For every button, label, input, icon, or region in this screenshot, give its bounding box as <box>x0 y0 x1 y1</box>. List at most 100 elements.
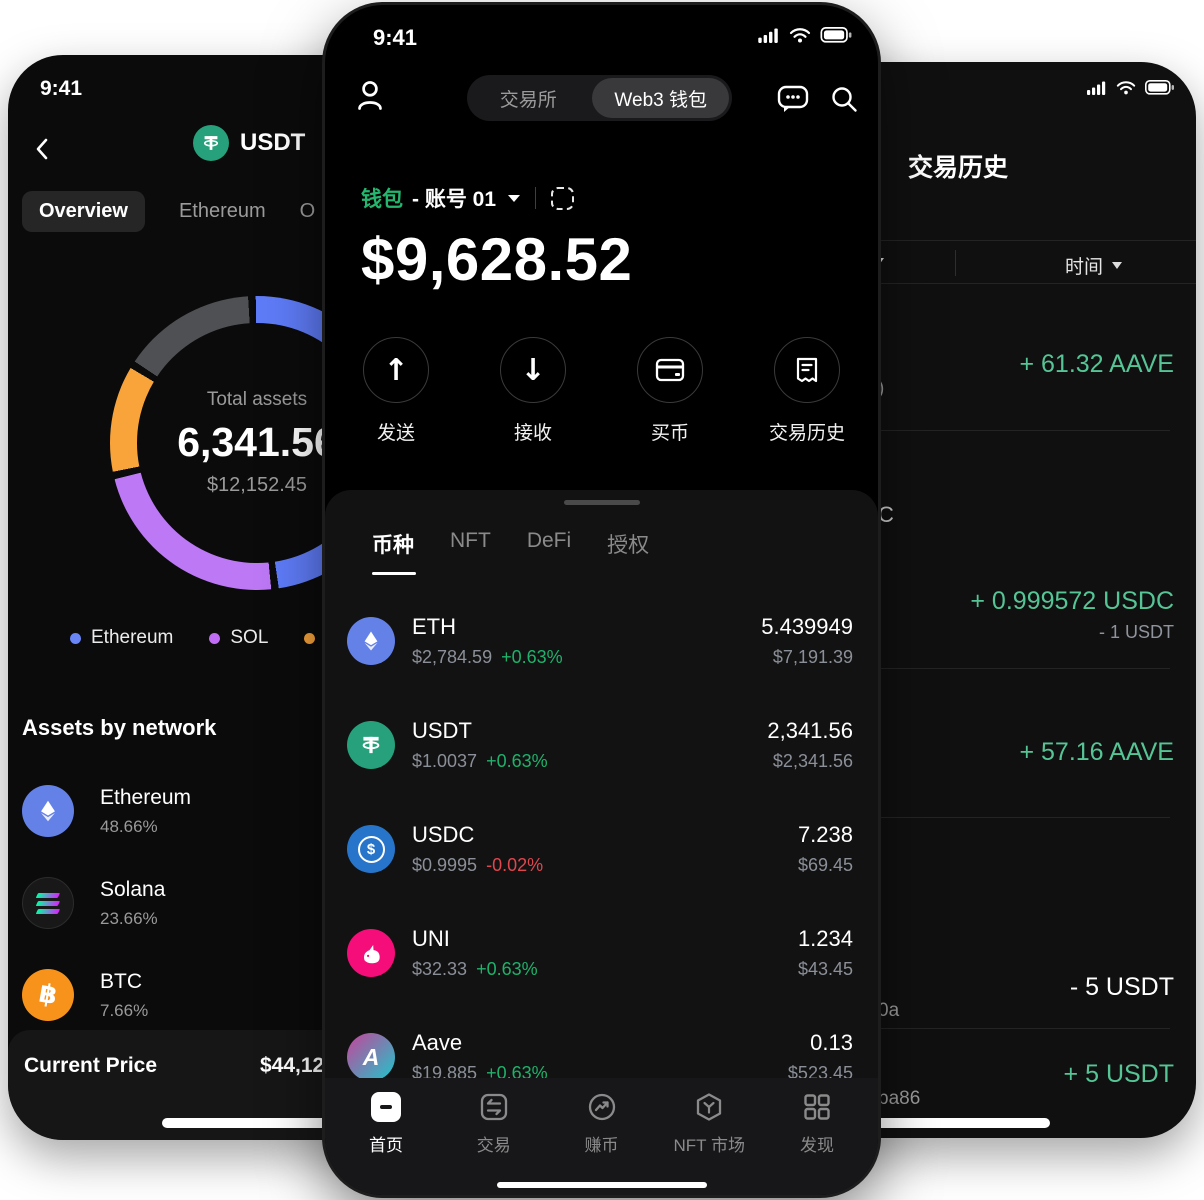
status-icons <box>1087 80 1175 95</box>
coin-price: $32.33 <box>412 959 468 979</box>
coin-change: +0.63% <box>486 751 548 771</box>
divider <box>720 817 1170 818</box>
coin-value: $69.45 <box>797 855 853 875</box>
tab-nft[interactable]: NFT <box>450 529 491 552</box>
trade-icon <box>480 1093 507 1121</box>
home-indicator[interactable] <box>497 1182 707 1188</box>
divider <box>700 283 1196 284</box>
network-row-ethereum[interactable]: Ethereum 48.66% <box>22 785 191 837</box>
tx-amount-in[interactable]: + 57.16 AAVE <box>1019 738 1174 766</box>
divider <box>535 187 537 209</box>
donut-center-label: Total assets <box>206 389 308 410</box>
tab-partial[interactable]: O <box>299 200 316 222</box>
nav-discover[interactable]: 发现 <box>778 1092 856 1195</box>
filter-caret-partial[interactable] <box>874 258 884 265</box>
eth-icon <box>347 617 395 665</box>
bottom-navigation: 首页 交易 赚币 NFT 市场 发现 <box>325 1078 878 1195</box>
arrow-down-icon: ↓ <box>520 352 546 388</box>
discover-grid-icon <box>804 1094 830 1120</box>
coin-row-uni[interactable]: UNI $32.33 +0.63% 1.234 $43.45 <box>325 901 878 1005</box>
home-indicator[interactable] <box>162 1118 442 1128</box>
tab-ethereum[interactable]: Ethereum <box>178 200 266 222</box>
usdc-icon: $ <box>347 825 395 873</box>
status-time: 9:41 <box>40 77 83 100</box>
coin-symbol: USDC <box>412 822 475 847</box>
uni-icon <box>347 929 395 977</box>
token-tabs: Overview Ethereum O <box>22 191 315 232</box>
network-name: Solana <box>100 877 166 901</box>
wallet-account-selector[interactable]: 钱包 - 账号 01 <box>361 183 575 213</box>
coin-symbol: USDT <box>412 718 472 743</box>
history-button[interactable]: 交易历史 <box>769 337 845 445</box>
network-row-solana[interactable]: Solana 23.66% <box>22 877 165 929</box>
earn-icon <box>588 1093 615 1121</box>
legend-dot-ethereum <box>70 632 81 644</box>
ethereum-icon <box>22 785 74 837</box>
nav-label: NFT 市场 <box>673 1136 745 1155</box>
home-icon <box>371 1092 401 1122</box>
nav-label: 首页 <box>369 1136 403 1155</box>
coin-row-eth[interactable]: ETH $2,784.59 +0.63% 5.439949 $7,191.39 <box>325 589 878 693</box>
nav-label: 交易 <box>476 1136 511 1155</box>
status-icons <box>758 27 853 43</box>
tx-amount-out[interactable]: - 5 USDT <box>1069 973 1174 1001</box>
tab-approvals[interactable]: 授权 <box>607 534 650 557</box>
tx-amount-in[interactable]: + 61.32 AAVE <box>1019 350 1174 378</box>
receipt-icon <box>796 357 818 383</box>
tab-overview[interactable]: Overview <box>22 191 145 232</box>
token-header: USDT <box>193 125 305 161</box>
coin-symbol: UNI <box>412 926 450 951</box>
coin-list: ETH $2,784.59 +0.63% 5.439949 $7,191.39 U… <box>325 589 878 1109</box>
tab-exchange[interactable]: 交易所 <box>499 89 557 111</box>
nav-nft-market[interactable]: NFT 市场 <box>670 1092 748 1195</box>
network-name: Ethereum <box>100 785 192 809</box>
nav-label: 赚币 <box>584 1136 619 1155</box>
tx-amount-in[interactable]: + 5 USDT <box>1063 1060 1174 1088</box>
coin-value: $7,191.39 <box>772 647 853 667</box>
tx-amount-in[interactable]: + 0.999572 USDC <box>970 587 1174 615</box>
receive-button[interactable]: ↓ 接收 <box>500 337 566 445</box>
tab-web3-wallet[interactable]: Web3 钱包 <box>592 78 729 118</box>
receive-label: 接收 <box>513 423 552 444</box>
usdt-icon <box>193 125 229 161</box>
nav-label: 发现 <box>800 1136 834 1155</box>
coin-row-usdc[interactable]: $ USDC $0.9995 -0.02% 7.238 $69.45 <box>325 797 878 901</box>
network-row-btc[interactable]: ฿ BTC 7.66% <box>22 969 148 1021</box>
coin-amount: 1.234 <box>797 926 853 951</box>
usdt-icon <box>347 721 395 769</box>
scan-qr-icon[interactable] <box>551 186 575 210</box>
person-icon <box>358 81 382 110</box>
back-button[interactable] <box>34 137 50 161</box>
quick-actions: ↑ 发送 ↓ 接收 买币 交易历史 <box>363 337 845 445</box>
search-button[interactable] <box>829 84 859 114</box>
assets-sheet: 币种 NFT DeFi 授权 ETH $2,784.59 +0.63% 5.439… <box>325 490 878 1083</box>
coin-symbol: ETH <box>412 614 456 639</box>
buy-crypto-button[interactable]: 买币 <box>637 337 703 445</box>
time-filter[interactable]: 时间 <box>1065 252 1123 279</box>
profile-button[interactable] <box>355 79 385 111</box>
tab-defi[interactable]: DeFi <box>526 529 572 552</box>
send-button[interactable]: ↑ 发送 <box>363 337 429 445</box>
legend-dot-sol <box>209 632 221 644</box>
wallet-label: 钱包 <box>361 188 403 211</box>
support-chat-button[interactable] <box>777 84 809 114</box>
exchange-wallet-switcher: 交易所 Web3 钱包 <box>467 75 732 121</box>
network-name: BTC <box>100 969 142 993</box>
nav-home[interactable]: 首页 <box>347 1092 425 1195</box>
coin-change: +0.63% <box>501 647 563 667</box>
send-label: 发送 <box>376 423 415 444</box>
tab-coins[interactable]: 币种 <box>372 529 416 575</box>
tx-partial-text: C <box>878 502 894 527</box>
nav-trade[interactable]: 交易 <box>455 1092 533 1195</box>
asset-tabs: 币种 NFT DeFi 授权 <box>325 529 878 575</box>
coin-price: $2,784.59 <box>412 647 493 667</box>
home-indicator[interactable] <box>850 1118 1050 1128</box>
drag-handle[interactable] <box>563 500 640 505</box>
coin-row-usdt[interactable]: USDT $1.0037 +0.63% 2,341.56 $2,341.56 <box>325 693 878 797</box>
cellular-icon <box>1087 81 1106 95</box>
divider <box>720 668 1170 669</box>
nav-earn[interactable]: 赚币 <box>563 1092 641 1195</box>
tx-amount-out-sub: - 1 USDT <box>1098 622 1174 642</box>
current-price-label: Current Price <box>24 1054 158 1077</box>
coin-value: $2,341.56 <box>772 751 853 771</box>
